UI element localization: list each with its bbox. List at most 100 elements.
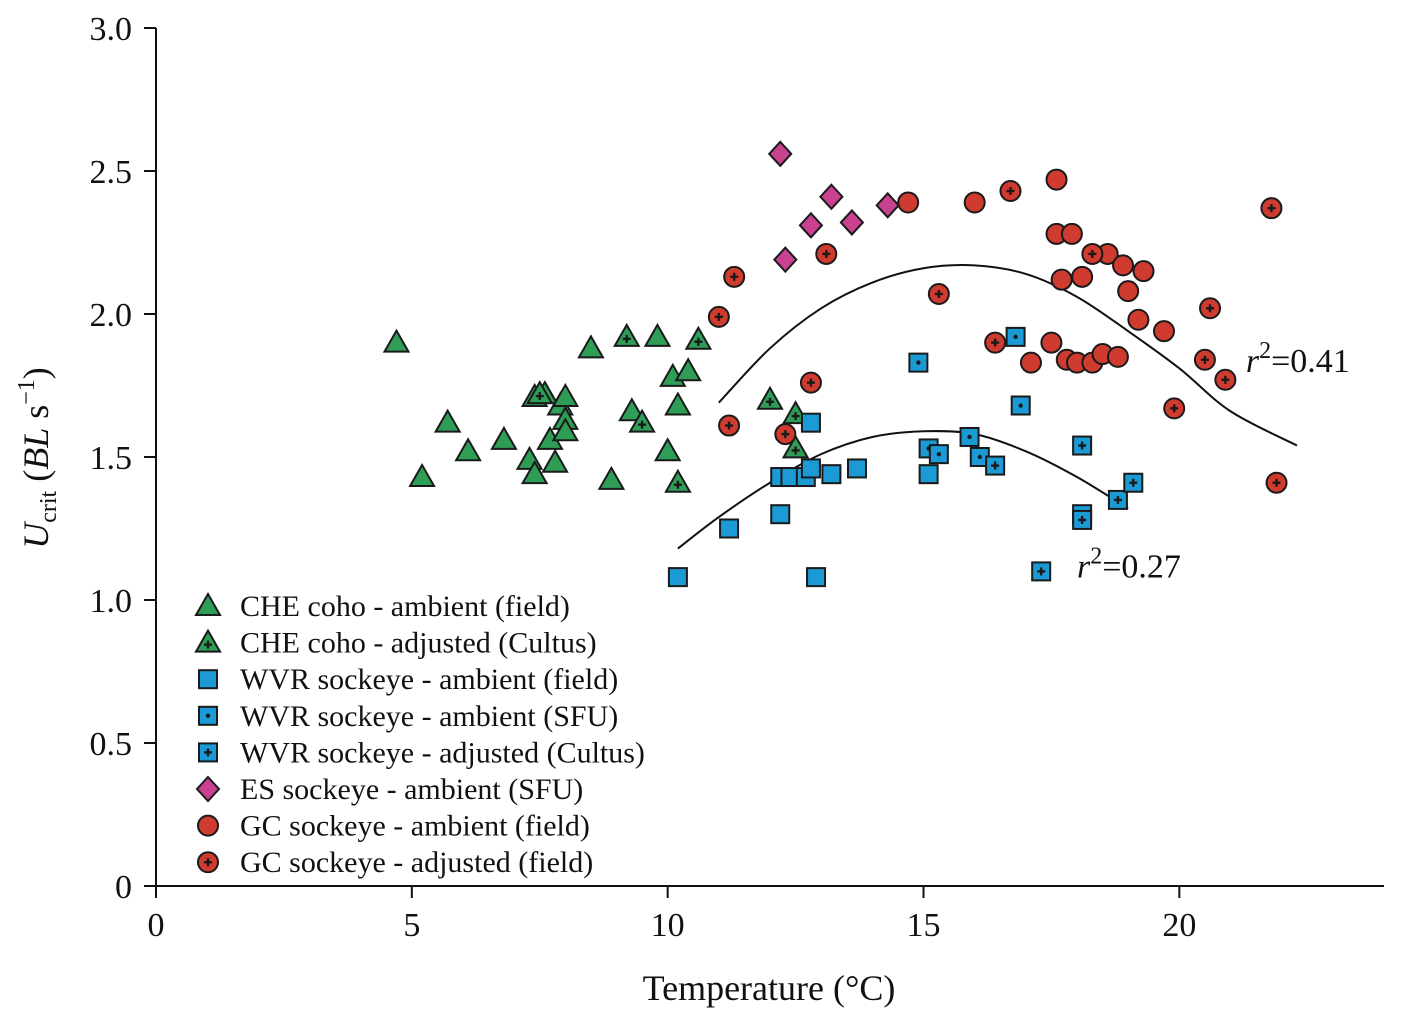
data-point [927, 282, 950, 305]
data-point [770, 504, 791, 525]
data-point [959, 426, 980, 447]
data-point [767, 140, 793, 168]
data-point [756, 385, 784, 410]
legend-entry: CHE coho - ambient (field) [194, 590, 570, 623]
y-axis-title: Ucrit (BL s−1) [14, 367, 62, 549]
data-point [718, 414, 741, 437]
data-point [1123, 472, 1144, 493]
fit-curves: r2=0.41 r2=0.27 [677, 264, 1350, 586]
data-point [1081, 242, 1104, 265]
data-point [800, 412, 821, 433]
data-point [454, 437, 482, 462]
legend-marker [194, 591, 222, 616]
data-point [551, 382, 580, 407]
x-tick-label: 0 [148, 907, 165, 944]
legend-label: GC sockeye - ambient (field) [240, 810, 590, 843]
data-point [719, 518, 740, 539]
data-point [664, 468, 692, 493]
data-point [541, 448, 569, 473]
series-8 [707, 180, 1288, 494]
fit-label-2: r2=0.27 [1077, 544, 1181, 586]
y-tick-label: 1.0 [90, 583, 133, 620]
series-4 [908, 326, 1031, 467]
data-point [1072, 509, 1093, 530]
data-point [1072, 435, 1093, 456]
legend-entry: WVR sockeye - ambient (field) [198, 663, 618, 696]
legend-label: WVR sockeye - ambient (field) [240, 663, 618, 696]
fit-curve-2 [677, 430, 1129, 550]
x-tick-label: 15 [907, 907, 941, 944]
data-point [806, 567, 827, 588]
data-point [551, 417, 580, 442]
data-point [774, 423, 797, 446]
legend: CHE coho - ambient (field) CHE coho - adj… [194, 590, 645, 879]
data-point [1040, 331, 1063, 354]
legend-label: CHE coho - ambient (field) [240, 590, 570, 623]
data-point [628, 408, 656, 433]
data-point [799, 371, 822, 394]
legend-entry: CHE coho - adjusted (Cultus) [194, 627, 597, 660]
data-point [515, 445, 544, 470]
y-axis-title-s: s [16, 405, 56, 428]
data-point [674, 357, 702, 382]
data-point [1050, 268, 1073, 291]
data-point [897, 191, 920, 214]
y-axis-title-bl: BL [16, 428, 56, 470]
x-tick-label: 20 [1162, 907, 1196, 944]
data-point [1260, 197, 1283, 220]
data-point [408, 463, 436, 488]
data-point [800, 458, 821, 479]
data-point [839, 209, 865, 236]
data-point [908, 352, 929, 373]
data-point [667, 567, 688, 588]
y-tick-label: 3.0 [90, 11, 133, 48]
legend-entry: ES sockeye - ambient (SFU) [195, 773, 583, 806]
data-point [798, 211, 824, 239]
legend-label: WVR sockeye - ambient (SFU) [240, 700, 618, 733]
data-point [1071, 265, 1094, 288]
y-tick-label: 2.5 [90, 154, 133, 191]
data-point [1265, 471, 1288, 494]
data-point [618, 397, 646, 422]
data-point [772, 246, 798, 274]
x-tick-label: 5 [403, 907, 420, 944]
data-point [1019, 351, 1042, 374]
x-tick-label: 10 [651, 907, 685, 944]
data-point [490, 425, 518, 450]
data-point [613, 322, 641, 347]
legend-label: GC sockeye - adjusted (field) [240, 846, 593, 879]
data-point [723, 265, 746, 288]
data-point [382, 328, 411, 353]
series-5 [985, 435, 1144, 582]
legend-entry: GC sockeye - ambient (field) [197, 810, 590, 843]
data-point [1152, 320, 1175, 343]
y-axis-title-main: U [16, 521, 56, 549]
data-point [1214, 368, 1237, 391]
y-tick-label: 1.5 [90, 440, 133, 477]
data-point [520, 460, 549, 485]
data-point [1127, 308, 1150, 331]
legend-entry: GC sockeye - adjusted (field) [197, 846, 593, 879]
data-point [875, 191, 901, 219]
legend-entry: WVR sockeye - ambient (SFU) [198, 700, 618, 733]
data-point [821, 464, 842, 485]
y-axis-title-sub: crit [36, 490, 62, 522]
data-point [1117, 280, 1140, 303]
y-tick-label: 2.0 [90, 297, 133, 334]
data-point [781, 434, 810, 459]
data-point [815, 242, 838, 265]
legend-marker [198, 669, 218, 690]
y-axis-title-close: ) [16, 367, 56, 379]
data-point [577, 334, 605, 359]
legend-marker [198, 742, 218, 763]
data-point [643, 322, 672, 347]
series-6 [767, 140, 901, 274]
data-point [819, 183, 844, 211]
data-point [1132, 260, 1155, 283]
legend-marker [194, 628, 222, 653]
data-point [1005, 326, 1026, 347]
data-point [707, 305, 730, 328]
data-point [526, 380, 554, 405]
data-point [597, 465, 626, 490]
